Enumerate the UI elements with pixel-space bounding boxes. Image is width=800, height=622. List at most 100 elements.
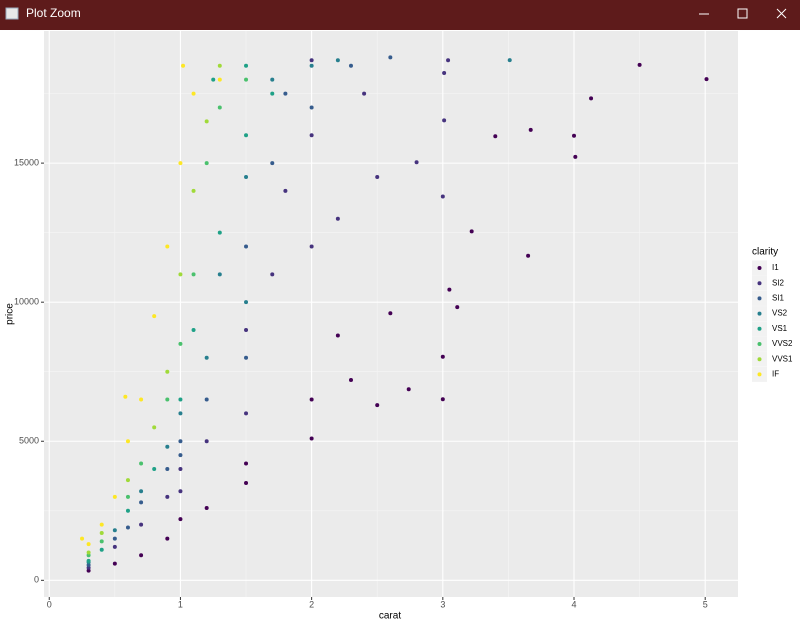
- point: [442, 70, 447, 75]
- close-button[interactable]: [776, 8, 787, 19]
- point: [244, 133, 249, 138]
- point: [112, 561, 117, 566]
- point: [469, 229, 474, 234]
- point: [244, 411, 249, 416]
- y-axis-title: price: [5, 303, 16, 325]
- point: [86, 542, 91, 547]
- legend-symbol: [757, 311, 762, 316]
- point: [348, 378, 353, 383]
- point: [440, 194, 445, 199]
- point: [211, 77, 216, 82]
- point: [455, 305, 460, 310]
- legend-symbol: [757, 372, 762, 377]
- point: [335, 333, 340, 338]
- point: [99, 531, 104, 536]
- point: [388, 55, 393, 60]
- x-tick-label: 3: [440, 599, 445, 609]
- y-tick-label: 5000: [19, 436, 39, 446]
- point: [573, 154, 578, 159]
- point: [165, 244, 170, 249]
- point: [309, 63, 314, 68]
- point: [493, 134, 498, 139]
- point: [309, 244, 314, 249]
- legend-symbol: [757, 342, 762, 346]
- point: [244, 480, 249, 485]
- point: [244, 77, 249, 82]
- point: [244, 327, 249, 332]
- point: [86, 565, 91, 570]
- legend-symbol: [757, 326, 762, 331]
- point: [204, 161, 209, 166]
- point: [388, 311, 393, 316]
- point: [178, 517, 183, 522]
- legend-label: VS2: [772, 309, 788, 318]
- point: [244, 461, 249, 466]
- point: [125, 478, 130, 483]
- point: [309, 397, 314, 402]
- point: [165, 369, 170, 374]
- point: [178, 397, 183, 402]
- point: [125, 439, 130, 444]
- point: [572, 133, 577, 138]
- point: [165, 397, 170, 402]
- point: [204, 119, 209, 124]
- point: [99, 539, 104, 544]
- point: [86, 563, 91, 568]
- point: [406, 387, 411, 392]
- point: [217, 77, 222, 82]
- maximize-button[interactable]: [737, 8, 748, 19]
- point: [99, 522, 104, 527]
- point: [204, 439, 209, 444]
- point: [80, 536, 85, 541]
- point: [152, 425, 157, 430]
- window-title: Plot Zoom: [26, 6, 81, 20]
- point: [507, 58, 512, 63]
- point: [309, 105, 314, 110]
- point: [309, 436, 314, 441]
- point: [165, 536, 170, 541]
- legend-symbol: [757, 357, 762, 362]
- legend-label: SI1: [772, 294, 785, 303]
- point: [704, 77, 709, 82]
- point: [152, 314, 157, 319]
- point: [446, 58, 451, 63]
- point: [86, 568, 91, 573]
- point: [217, 105, 222, 110]
- legend-label: SI2: [772, 278, 785, 287]
- point: [125, 494, 130, 499]
- point: [217, 230, 222, 235]
- point: [125, 525, 130, 530]
- point: [528, 127, 533, 132]
- legend-symbol: [757, 296, 762, 301]
- point: [270, 272, 275, 277]
- point: [375, 403, 380, 408]
- point: [191, 91, 196, 96]
- point: [99, 547, 104, 552]
- point: [112, 528, 117, 533]
- y-tick-label: 10000: [14, 297, 39, 307]
- point: [125, 508, 130, 513]
- x-tick-label: 0: [47, 599, 52, 609]
- legend-symbol: [757, 281, 762, 286]
- point: [139, 553, 144, 558]
- point: [309, 133, 314, 138]
- point: [152, 467, 157, 472]
- point: [191, 327, 196, 332]
- point: [86, 558, 91, 563]
- point: [139, 500, 144, 505]
- point: [270, 161, 275, 166]
- x-tick-label: 4: [572, 599, 577, 609]
- point: [270, 91, 275, 96]
- point: [86, 550, 91, 555]
- x-tick-label: 5: [703, 599, 708, 609]
- legend-symbol: [757, 266, 762, 270]
- y-tick-label: 15000: [14, 157, 39, 167]
- point: [637, 62, 642, 67]
- point: [178, 272, 183, 277]
- point: [112, 494, 117, 499]
- legend-label: IF: [772, 370, 779, 379]
- point: [178, 467, 183, 472]
- point: [244, 244, 249, 249]
- x-tick-label: 1: [178, 599, 183, 609]
